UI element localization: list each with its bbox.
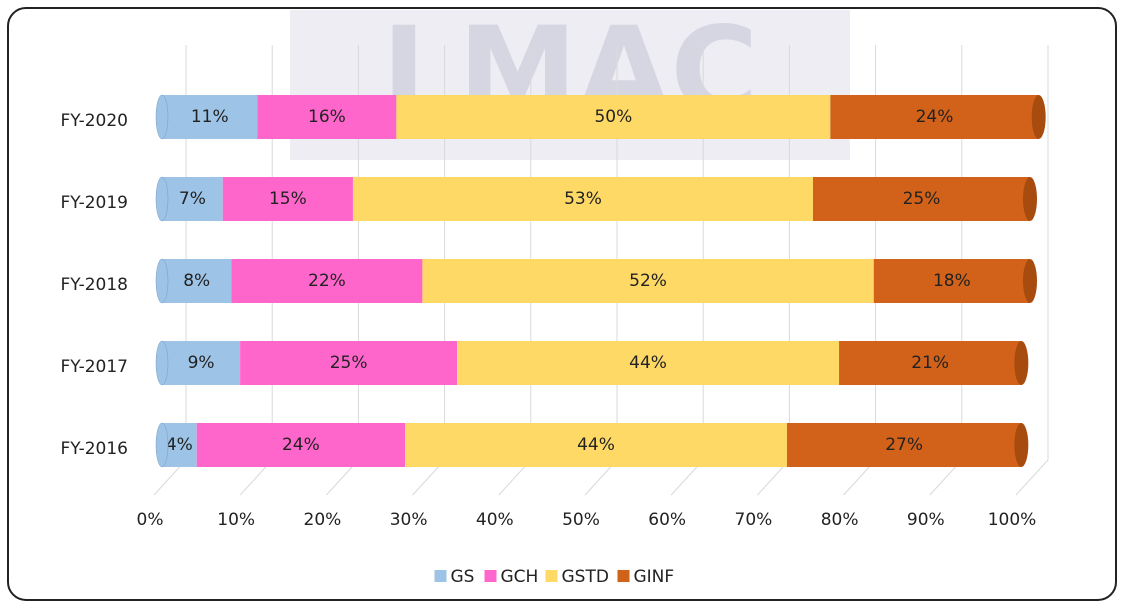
data-label: 22% xyxy=(308,271,346,291)
x-tick-label: 30% xyxy=(390,510,428,530)
bar-cap xyxy=(155,340,169,386)
bar-cap xyxy=(155,176,169,222)
y-tick-label: FY-2019 xyxy=(60,193,128,213)
bar-segment xyxy=(240,341,458,385)
data-label: 24% xyxy=(916,107,954,127)
data-label: 11% xyxy=(191,107,229,127)
bar-segment xyxy=(196,423,406,467)
bar-segment xyxy=(873,259,1030,303)
data-label: 44% xyxy=(577,435,615,455)
legend-swatch xyxy=(545,570,558,582)
bar-segment xyxy=(162,95,258,139)
bar-segment xyxy=(162,259,232,303)
data-label: 25% xyxy=(330,353,368,373)
bar-cap xyxy=(155,422,169,468)
data-label: 7% xyxy=(179,189,206,209)
bar-end xyxy=(1014,341,1029,385)
x-tick-label: 60% xyxy=(648,510,686,530)
bar-segment xyxy=(352,177,813,221)
data-label: 15% xyxy=(269,189,307,209)
data-label: 27% xyxy=(885,435,923,455)
x-tick-label: 80% xyxy=(821,510,859,530)
bar-segment xyxy=(231,259,423,303)
legend-label: GINF xyxy=(634,567,675,587)
legend-swatch xyxy=(617,570,630,582)
data-label: 8% xyxy=(183,271,210,291)
data-label: 24% xyxy=(282,435,320,455)
x-tick-label: 0% xyxy=(137,510,164,530)
bar-segment xyxy=(162,341,241,385)
legend-label: GSTD xyxy=(562,567,609,587)
x-tick-label: 90% xyxy=(907,510,945,530)
bar-segment xyxy=(257,95,397,139)
data-label: 50% xyxy=(594,107,632,127)
data-label: 53% xyxy=(564,189,602,209)
bar-segment xyxy=(786,423,1022,467)
x-tick-label: 100% xyxy=(988,510,1037,530)
y-tick-label: FY-2020 xyxy=(60,111,128,131)
bar-segment xyxy=(405,423,787,467)
data-label: 4% xyxy=(166,435,193,455)
bar-segment xyxy=(422,259,874,303)
bar-end xyxy=(1023,259,1037,303)
bar-segment xyxy=(813,177,1030,221)
bar-cap xyxy=(155,258,169,304)
data-label: 9% xyxy=(188,353,215,373)
data-label: 21% xyxy=(911,353,949,373)
bar-end xyxy=(1031,95,1046,139)
data-label: 44% xyxy=(629,353,667,373)
y-tick-label: FY-2017 xyxy=(60,357,128,377)
x-tick-label: 20% xyxy=(304,510,342,530)
data-label: 52% xyxy=(629,271,667,291)
x-tick-label: 40% xyxy=(476,510,514,530)
bar-cap xyxy=(155,94,169,140)
bar-segment xyxy=(839,341,1022,385)
bar-end xyxy=(1023,177,1037,221)
data-label: 25% xyxy=(903,189,941,209)
bar-segment xyxy=(222,177,353,221)
legend-label: GS xyxy=(451,567,475,587)
data-label: 16% xyxy=(308,107,346,127)
bar-segment xyxy=(830,95,1039,139)
x-tick-label: 10% xyxy=(217,510,255,530)
bar-segment xyxy=(396,95,831,139)
y-tick-label: FY-2016 xyxy=(60,439,128,459)
legend-swatch xyxy=(484,570,497,582)
bar-segment xyxy=(457,341,840,385)
legend-swatch xyxy=(434,570,447,582)
x-tick-label: 70% xyxy=(735,510,773,530)
data-label: 18% xyxy=(933,271,971,291)
legend-label: GCH xyxy=(501,567,539,587)
y-tick-label: FY-2018 xyxy=(60,275,128,295)
grid-line xyxy=(1015,45,1049,496)
x-tick-label: 50% xyxy=(562,510,600,530)
bar-end xyxy=(1014,423,1029,467)
bar-segment xyxy=(162,177,223,221)
